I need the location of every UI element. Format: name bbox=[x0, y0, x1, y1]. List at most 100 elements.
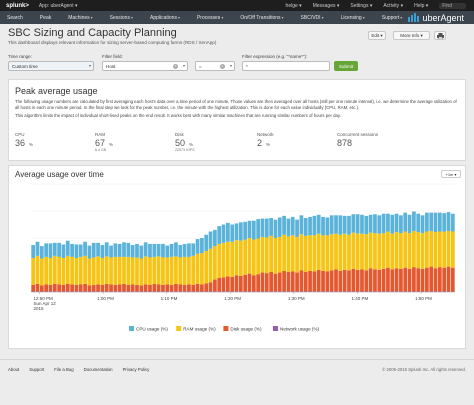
submit-button[interactable]: Submit bbox=[334, 61, 358, 71]
nav-search[interactable]: Search bbox=[7, 14, 23, 21]
bar-segment bbox=[165, 245, 170, 258]
bar-segment bbox=[174, 256, 178, 284]
bar-segment bbox=[373, 269, 377, 292]
bar-segment bbox=[148, 291, 152, 292]
footer-link-documentation[interactable]: Documentation bbox=[83, 367, 113, 372]
caret-down-icon: ▾ bbox=[321, 14, 324, 20]
metric-subvalue: 6.4 GB bbox=[95, 148, 107, 152]
bar-segment bbox=[148, 243, 152, 258]
page-title: SBC Sizing and Capacity Planning bbox=[8, 27, 177, 39]
footer-link-privacy[interactable]: Privacy Policy bbox=[122, 367, 150, 372]
nav-sessions[interactable]: Sessions▾ bbox=[103, 15, 143, 21]
operator-value: = bbox=[199, 63, 202, 69]
help-menu[interactable]: Help ▾ bbox=[414, 2, 429, 9]
bar-segment bbox=[48, 243, 53, 258]
bar-segment bbox=[182, 243, 187, 257]
caret-down-icon: ▾ bbox=[400, 14, 403, 20]
clear-icon[interactable]: × bbox=[220, 64, 225, 69]
bar-segment bbox=[217, 226, 222, 244]
splunk-logo[interactable]: splunk> bbox=[6, 2, 29, 9]
filter-field-select[interactable]: Host × ▾ bbox=[102, 61, 188, 71]
bar-segment bbox=[256, 238, 261, 275]
bar-segment bbox=[251, 291, 256, 292]
print-button[interactable] bbox=[434, 31, 446, 40]
bar-segment bbox=[61, 257, 66, 285]
activity-menu[interactable]: Activity ▾ bbox=[383, 2, 404, 9]
bar-segment bbox=[39, 246, 44, 259]
more-info-button[interactable]: More Info ▾ bbox=[393, 31, 430, 40]
nav-applications-label: Applications bbox=[149, 14, 177, 21]
bar-segment bbox=[450, 291, 455, 292]
bar-segment bbox=[152, 243, 157, 257]
footer-link-about[interactable]: About bbox=[8, 367, 20, 372]
footer-link-support[interactable]: Support bbox=[29, 367, 45, 372]
x-tick-label: 1:10 PM bbox=[161, 296, 178, 301]
user-menu[interactable]: helge ▾ bbox=[285, 2, 302, 9]
bar-segment bbox=[225, 291, 230, 292]
bar-segment bbox=[238, 222, 243, 241]
bar-segment bbox=[217, 243, 222, 278]
bar-segment bbox=[282, 215, 286, 235]
edit-button[interactable]: Edit ▾ bbox=[368, 31, 386, 40]
x-tick-label: 1:00 PM bbox=[97, 296, 114, 301]
app-selector[interactable]: App: uberAgent ▾ bbox=[38, 2, 78, 9]
bar-segment bbox=[390, 291, 395, 292]
find-box[interactable]: Find bbox=[439, 2, 466, 9]
bar-segment bbox=[208, 282, 213, 292]
bar-segment bbox=[109, 291, 113, 292]
messages-menu[interactable]: Messages ▾ bbox=[312, 2, 340, 9]
bar-segment bbox=[273, 291, 278, 292]
bar-segment bbox=[299, 291, 304, 292]
metric-value: 36% bbox=[15, 138, 33, 148]
bar-segment bbox=[299, 270, 304, 292]
metric-value: 2% bbox=[257, 138, 274, 148]
bar-segment bbox=[74, 257, 79, 285]
uberagent-brand: uberAgent bbox=[408, 11, 464, 24]
bar-segment bbox=[368, 268, 373, 292]
bar-segment bbox=[109, 284, 113, 292]
bar-segment bbox=[425, 291, 429, 292]
clear-icon[interactable]: × bbox=[173, 64, 178, 69]
nav-machines[interactable]: Machines▾ bbox=[61, 15, 102, 21]
bar-segment bbox=[381, 233, 386, 269]
time-granularity-button[interactable]: +1m ▾ bbox=[441, 170, 461, 178]
bar-segment bbox=[437, 291, 442, 292]
operator-select[interactable]: = × ▾ bbox=[195, 61, 235, 71]
x-tick-label: 1:20 PM bbox=[224, 296, 241, 301]
metric-label: CPU bbox=[15, 132, 25, 137]
nav-applications[interactable]: Applications▾ bbox=[143, 15, 190, 21]
bar-segment bbox=[139, 285, 144, 292]
caret-down-icon: ▾ bbox=[281, 14, 284, 20]
metric-unit: % bbox=[266, 142, 271, 147]
bar-segment bbox=[303, 291, 308, 292]
bar-segment bbox=[312, 215, 317, 236]
nav-onoff-transitions[interactable]: On/Off Transitions▾ bbox=[233, 15, 293, 21]
time-range-select[interactable]: Custom time ▾ bbox=[8, 61, 94, 71]
bar-segment bbox=[174, 283, 178, 292]
bar-segment bbox=[446, 266, 451, 292]
nav-sbc-vdi[interactable]: SBC/VDI▾ bbox=[294, 15, 334, 21]
bar-segment bbox=[308, 235, 312, 271]
caret-down-icon: ▾ bbox=[130, 14, 133, 20]
bar-segment bbox=[286, 272, 291, 292]
bar-segment bbox=[35, 283, 40, 292]
copyright: © 2005-2015 Splunk Inc. All rights reser… bbox=[382, 367, 466, 372]
nav-support[interactable]: Support▾ bbox=[375, 15, 413, 21]
settings-menu[interactable]: Settings ▾ bbox=[350, 2, 373, 9]
footer-link-file-bug[interactable]: File a Bug bbox=[54, 367, 74, 372]
bar-segment bbox=[65, 240, 70, 256]
bar-segment bbox=[113, 291, 118, 292]
bar-segment bbox=[247, 220, 252, 238]
bar-segment bbox=[286, 236, 291, 273]
bar-segment bbox=[256, 274, 261, 292]
bar-segment bbox=[152, 256, 157, 284]
nav-sessions-label: Sessions bbox=[109, 14, 130, 21]
metric-network: Network 2% bbox=[257, 132, 274, 148]
nav-licensing[interactable]: Licensing▾ bbox=[334, 15, 375, 21]
nav-processes[interactable]: Processes▾ bbox=[190, 15, 233, 21]
filter-expression-input[interactable]: * bbox=[242, 61, 330, 71]
bar-segment bbox=[234, 223, 239, 241]
nav-peak[interactable]: Peak bbox=[39, 14, 52, 21]
metric-subvalue: 22573 IOPS bbox=[175, 148, 195, 152]
bar-segment bbox=[269, 218, 273, 236]
